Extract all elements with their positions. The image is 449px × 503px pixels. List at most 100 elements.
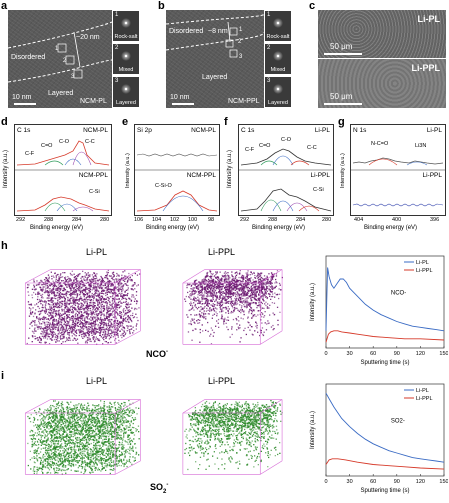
tof-h-right-title: Li-PPL (208, 247, 235, 257)
marker-2: 2 (238, 39, 241, 45)
xps-panel-d: C 1s NCM-PL NCM-PPL C-F C=O C-O C-C C-Si (14, 124, 112, 216)
panel-title: C 1s (17, 127, 30, 134)
series-line-li-pl (326, 268, 444, 331)
legend-label: Li-PL (416, 388, 429, 394)
series-line-li-ppl (326, 459, 444, 469)
x-tick-label: 120 (416, 351, 425, 357)
panel-label-h: h (1, 240, 8, 252)
point-cloud (27, 400, 140, 475)
tof-3d-render-li-ppl (168, 258, 292, 354)
xps-panel-e: Si 2p NCM-PL NCM-PPL C-Si-O (134, 124, 220, 216)
legend-label: Li-PL (416, 260, 429, 266)
ylabel-g: Intensity (a.u.) (340, 153, 346, 188)
ylabel-e: Intensity (a.u.) (125, 153, 131, 188)
species-annotation: NCO- (391, 291, 406, 297)
panel-label-a: a (1, 0, 7, 12)
sample-top: NCM-PL (191, 127, 216, 134)
x-tick-label: 120 (416, 479, 425, 485)
sem-image-li-pl: Li-PL 50 μm (318, 10, 446, 58)
peak-label: C=O (259, 143, 270, 149)
box-edge (260, 461, 282, 474)
x-tick-label: 0 (324, 351, 327, 357)
panel-label-d: d (1, 116, 8, 128)
y-axis-label: Intensity (a.u.) (310, 283, 316, 321)
point-cloud (184, 400, 282, 470)
sample-label: NCM-PPL (228, 98, 260, 105)
panel-title: Si 2p (137, 127, 152, 134)
tem-image-ncm-pl: ~20 nm Disordered Layered 1 2 3 10 nm NC… (8, 10, 112, 108)
xlabel-f: Binding energy (eV) (252, 225, 305, 231)
series-line-li-ppl (326, 331, 444, 343)
x-tick-label: 60 (370, 351, 376, 357)
sem-image-li-ppl: Li-PPL 50 μm (318, 59, 446, 108)
marker-3: 3 (71, 74, 74, 80)
marker-1: 1 (239, 27, 242, 33)
peak-label: C-C (85, 139, 95, 145)
tof-i-right-title: Li-PPL (208, 376, 235, 386)
sample-top: NCM-PL (83, 127, 108, 134)
x-tick-label: 30 (347, 479, 353, 485)
legend-label: Li-PPL (416, 396, 433, 402)
peak-label: C-Si (313, 187, 324, 193)
legend-label: Li-PPL (416, 268, 433, 274)
tof-h-left-title: Li-PL (86, 247, 107, 257)
peak-label: C-O (281, 137, 291, 143)
xps-panel-f: C 1s Li-PL Li-PPL C-F C=O C-O C-C C-Si (238, 124, 334, 216)
panel-label-i: i (1, 370, 4, 382)
species-annotation: SO2- (391, 419, 405, 425)
box-edge (260, 400, 282, 413)
xlabel-e: Binding energy (eV) (146, 225, 199, 231)
peak-label: C-O (59, 139, 69, 145)
xlabel-d: Binding energy (eV) (30, 225, 83, 231)
panel-label-e: e (122, 116, 128, 128)
scale-bar: 10 nm (170, 94, 189, 101)
sample-top: Li-PL (315, 127, 330, 134)
tem-image-ncm-ppl: ~8 nm Disordered Layered 1 2 3 10 nm NCM… (166, 10, 264, 108)
x-axis-label: Sputtering time (s) (360, 488, 409, 494)
panel-label-b: b (158, 0, 165, 12)
x-axis-label: Sputtering time (s) (360, 360, 409, 366)
panel-label-g: g (338, 116, 345, 128)
scale-bar: 50 μm (330, 92, 352, 101)
xlabel-g: Binding energy (eV) (364, 225, 417, 231)
scale-bar: 50 μm (330, 42, 352, 51)
peak-label: C-C (307, 145, 317, 151)
x-tick-label: 150 (439, 351, 448, 357)
marker-2: 2 (63, 58, 66, 64)
sample-top: Li-PL (427, 127, 442, 134)
marker-3: 3 (239, 54, 242, 60)
box-edge (260, 331, 282, 344)
sample-bottom: Li-PPL (422, 172, 442, 179)
x-tick-label: 150 (439, 479, 448, 485)
tof-3d-render-li-pl (8, 388, 152, 484)
ylabel-d: Intensity (a.u.) (3, 150, 9, 188)
xps-panel-g: N 1s Li-PL Li-PPL N-C=O Li3N (350, 124, 446, 216)
x-tick-label: 60 (370, 479, 376, 485)
species-label-nco: NCO- (146, 349, 168, 359)
peak-label: C-Si (89, 189, 100, 195)
point-cloud (27, 270, 141, 345)
tof-i-left-title: Li-PL (86, 376, 107, 386)
ylabel-f: Intensity (a.u.) (227, 150, 233, 188)
peak-label: C-F (25, 151, 34, 157)
sample-bottom: NCM-PPL (187, 172, 216, 179)
x-tick-label: 30 (347, 351, 353, 357)
sample-label: NCM-PL (80, 98, 107, 105)
depth-profile-chart-nco: 0 30 60 90 120 150 Sputtering time (s) Intensit… (306, 252, 448, 370)
point-cloud (184, 270, 283, 344)
panel-title: N 1s (353, 127, 366, 134)
peak-label: Li3N (415, 143, 426, 149)
y-axis-label: Intensity (a.u.) (310, 411, 316, 449)
region-disordered: Disordered (11, 54, 45, 61)
marker-1: 1 (55, 46, 58, 52)
panel-label-f: f (224, 116, 228, 128)
x-tick-label: 90 (394, 351, 400, 357)
scale-bar: 10 nm (12, 94, 31, 101)
peak-label: C-Si-O (155, 183, 172, 189)
panel-title: C 1s (241, 127, 254, 134)
